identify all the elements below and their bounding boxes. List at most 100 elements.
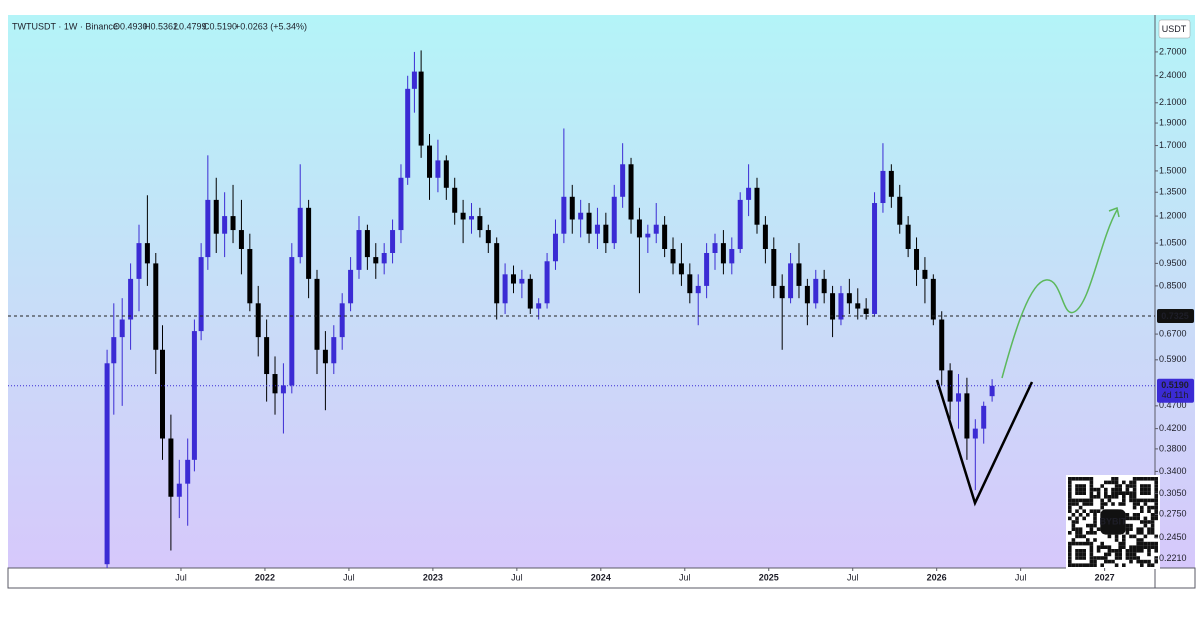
qr-cell (1071, 477, 1076, 481)
candle-body (636, 219, 642, 238)
qr-cell (1078, 477, 1083, 481)
qr-cell (1078, 505, 1083, 510)
qr-cell (1068, 484, 1072, 488)
qr-cell (1093, 563, 1097, 567)
qr-cell (1075, 516, 1079, 521)
candle-body (398, 177, 404, 231)
qr-cell (1089, 556, 1094, 560)
x-tick-label: Jul (679, 572, 691, 582)
qr-cell (1140, 491, 1144, 495)
y-tick-label: 0.3050 (1159, 488, 1187, 498)
qr-logo-text: BYBIT (1100, 516, 1128, 526)
qr-cell (1071, 538, 1076, 542)
candle-body (653, 224, 659, 234)
qr-cell (1071, 502, 1076, 506)
y-tick-label: 1.7000 (1159, 140, 1187, 150)
qr-cell (1129, 480, 1133, 485)
qr-cell (1143, 498, 1148, 503)
candle-body (373, 257, 379, 264)
y-tick-label: 0.2210 (1159, 553, 1187, 563)
qr-cell (1147, 527, 1151, 531)
candle-body (670, 248, 676, 264)
candle-body (687, 274, 693, 294)
qr-cell (1150, 563, 1155, 567)
qr-cell (1129, 552, 1133, 557)
qr-cell (1075, 531, 1079, 535)
qr-cell (1125, 552, 1130, 557)
qr-cell (1114, 556, 1119, 560)
candle-body (846, 293, 852, 304)
qr-cell (1075, 477, 1079, 481)
qr-cell (1082, 552, 1086, 557)
qr-cell (1068, 480, 1072, 485)
candle-body (914, 248, 920, 270)
qr-cell (1140, 559, 1144, 564)
qr-cell (1114, 534, 1119, 539)
qr-cell (1136, 559, 1140, 564)
qr-cell (1132, 534, 1137, 539)
qr-cell (1122, 491, 1126, 495)
candle-body (704, 253, 710, 286)
x-tick-label: 2027 (1095, 572, 1115, 582)
qr-cell (1122, 480, 1126, 485)
y-tick-label: 1.3500 (1159, 187, 1187, 197)
qr-cell (1132, 498, 1137, 503)
qr-cell (1147, 505, 1151, 510)
qr-cell (1078, 534, 1083, 539)
candle-body (939, 319, 945, 371)
y-tick-label: 2.1000 (1159, 97, 1187, 107)
qr-cell (1082, 549, 1086, 553)
qr-cell (1082, 498, 1086, 503)
candle-body (144, 243, 150, 264)
qr-cell (1150, 523, 1155, 528)
header-low: L0.4799 (174, 21, 207, 31)
candle-body (804, 285, 810, 304)
x-tick-label: 2025 (759, 572, 779, 582)
qr-cell (1125, 531, 1130, 535)
x-tick-label: 2023 (423, 572, 443, 582)
qr-cell (1143, 559, 1148, 564)
qr-cell (1107, 534, 1112, 539)
candle-body (830, 293, 836, 320)
qr-cell (1143, 484, 1148, 488)
qr-cell (1140, 509, 1144, 513)
qr-cell (1147, 559, 1151, 564)
candle-body (880, 170, 886, 204)
candle-body (264, 337, 270, 375)
qr-cell (1086, 523, 1090, 528)
qr-cell (1125, 491, 1130, 495)
x-tick-label: Jul (847, 572, 859, 582)
qr-cell (1129, 534, 1133, 539)
qr-cell (1111, 491, 1115, 495)
qr-cell (1075, 541, 1079, 546)
qr-cell (1154, 480, 1158, 485)
candle-body (544, 261, 550, 304)
qr-cell (1075, 491, 1079, 495)
qr-cell (1078, 527, 1083, 531)
candle-body (771, 248, 777, 286)
qr-cell (1075, 534, 1079, 539)
qr-cell (1114, 480, 1119, 485)
qr-cell (1125, 523, 1130, 528)
y-tick-label: 1.2000 (1159, 210, 1187, 220)
qr-cell (1129, 491, 1133, 495)
qr-cell (1118, 487, 1122, 492)
last-price-label: 0.5190 (1161, 380, 1189, 390)
x-tick-label: Jul (175, 572, 187, 582)
candle-body (427, 145, 433, 178)
x-tick-label: 2024 (591, 572, 611, 582)
candle-body (390, 230, 396, 254)
qr-cell (1143, 477, 1148, 481)
candle-body (289, 257, 295, 386)
qr-cell (1136, 477, 1140, 481)
candle-body (536, 303, 542, 309)
qr-cell (1114, 484, 1119, 488)
qr-cell (1089, 480, 1094, 485)
qr-cell (1104, 552, 1108, 557)
x-tick-label: 2022 (255, 572, 275, 582)
qr-cell (1125, 527, 1130, 531)
qr-cell (1154, 498, 1158, 503)
qr-cell (1132, 495, 1137, 499)
qr-cell (1068, 549, 1072, 553)
candle-body (922, 269, 928, 279)
